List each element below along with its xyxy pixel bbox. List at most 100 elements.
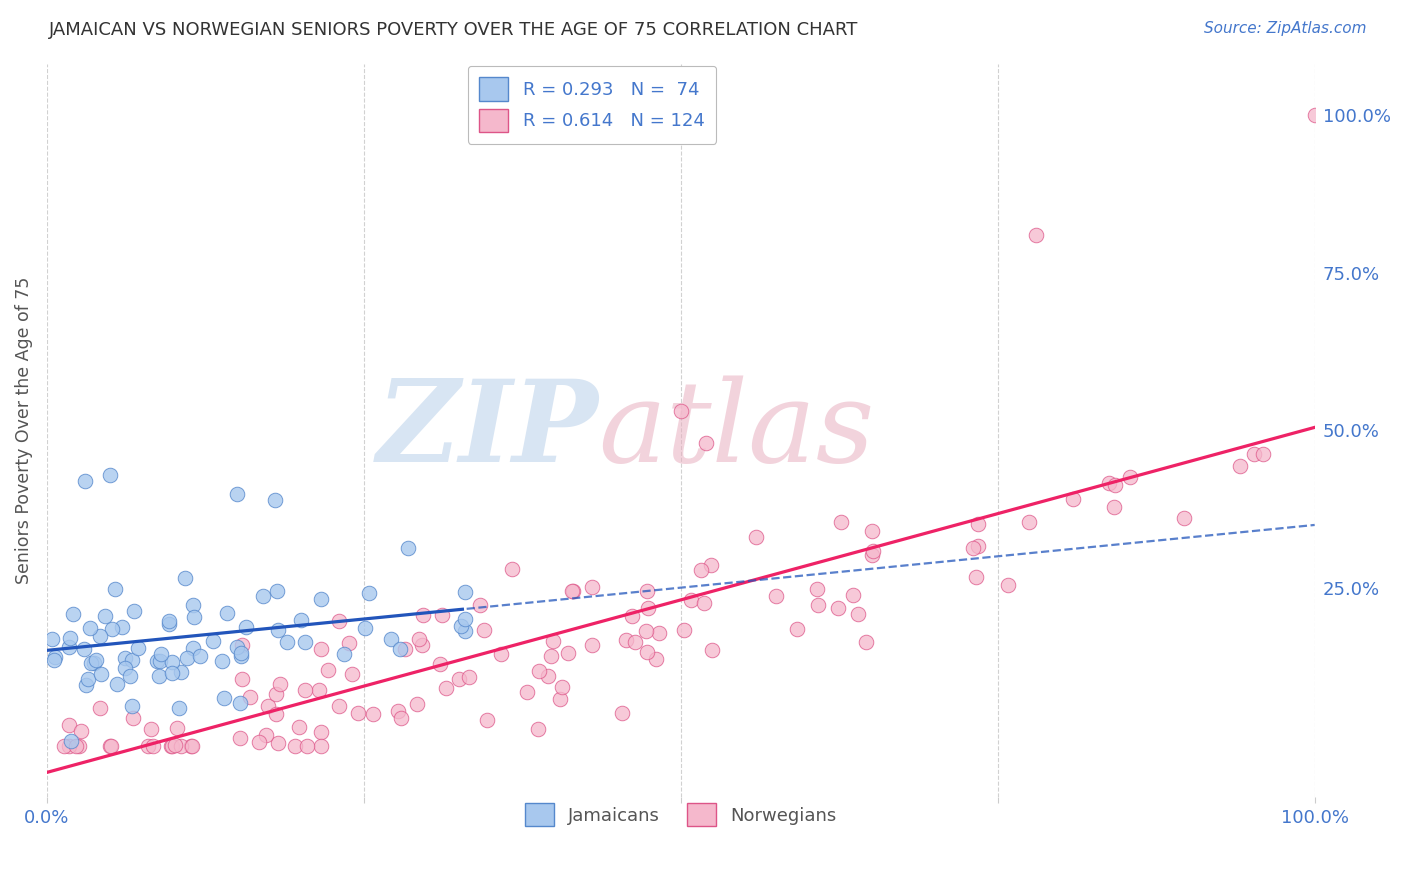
Point	[166, 721, 188, 735]
Point	[89, 701, 111, 715]
Point	[80, 656, 103, 670]
Point	[264, 707, 287, 722]
Point	[997, 578, 1019, 592]
Point	[90, 667, 112, 681]
Point	[229, 731, 252, 745]
Legend: Jamaicans, Norwegians: Jamaicans, Norwegians	[516, 794, 846, 836]
Point	[83, 656, 105, 670]
Point	[765, 590, 787, 604]
Point	[69, 723, 91, 738]
Point	[1173, 510, 1195, 524]
Point	[183, 598, 205, 612]
Point	[235, 620, 257, 634]
Point	[101, 622, 124, 636]
Point	[309, 641, 332, 656]
Point	[127, 641, 149, 656]
Point	[149, 647, 172, 661]
Point	[181, 641, 204, 656]
Point	[239, 690, 262, 704]
Point	[501, 562, 523, 576]
Point	[212, 690, 235, 705]
Point	[388, 642, 411, 657]
Point	[965, 570, 987, 584]
Point	[389, 711, 412, 725]
Point	[454, 612, 477, 626]
Point	[58, 640, 80, 654]
Point	[412, 607, 434, 622]
Point	[1251, 447, 1274, 461]
Point	[211, 654, 233, 668]
Point	[645, 652, 668, 666]
Point	[308, 682, 330, 697]
Point	[266, 583, 288, 598]
Point	[73, 642, 96, 657]
Point	[114, 661, 136, 675]
Point	[290, 613, 312, 627]
Text: JAMAICAN VS NORWEGIAN SENIORS POVERTY OVER THE AGE OF 75 CORRELATION CHART: JAMAICAN VS NORWEGIAN SENIORS POVERTY OV…	[49, 21, 859, 38]
Point	[447, 673, 470, 687]
Point	[807, 599, 830, 613]
Point	[173, 571, 195, 585]
Point	[411, 638, 433, 652]
Point	[841, 588, 863, 602]
Point	[472, 623, 495, 637]
Point	[328, 698, 350, 713]
Point	[267, 623, 290, 637]
Point	[160, 739, 183, 754]
Point	[58, 631, 80, 645]
Point	[1102, 500, 1125, 515]
Point	[170, 665, 193, 680]
Point	[217, 607, 239, 621]
Point	[84, 653, 107, 667]
Point	[624, 635, 647, 649]
Point	[561, 584, 583, 599]
Point	[672, 623, 695, 637]
Point	[745, 530, 768, 544]
Point	[695, 436, 717, 450]
Point	[516, 685, 538, 699]
Point	[557, 647, 579, 661]
Point	[962, 541, 984, 555]
Text: Source: ZipAtlas.com: Source: ZipAtlas.com	[1204, 21, 1367, 36]
Point	[636, 644, 658, 658]
Point	[229, 697, 252, 711]
Point	[284, 739, 307, 754]
Point	[380, 632, 402, 646]
Point	[436, 681, 458, 695]
Point	[1303, 107, 1326, 121]
Point	[157, 617, 180, 632]
Text: atlas: atlas	[599, 376, 875, 485]
Point	[328, 614, 350, 628]
Point	[139, 722, 162, 736]
Point	[58, 739, 80, 754]
Point	[79, 621, 101, 635]
Point	[846, 607, 869, 621]
Point	[136, 739, 159, 754]
Point	[1229, 458, 1251, 473]
Point	[458, 670, 481, 684]
Point	[231, 672, 253, 686]
Point	[786, 622, 808, 636]
Point	[361, 706, 384, 721]
Point	[637, 600, 659, 615]
Point	[636, 584, 658, 599]
Point	[231, 649, 253, 664]
Point	[311, 725, 333, 739]
Point	[89, 629, 111, 643]
Point	[160, 739, 183, 753]
Point	[406, 697, 429, 711]
Point	[1025, 227, 1047, 242]
Point	[1097, 475, 1119, 490]
Point	[288, 720, 311, 734]
Point	[180, 739, 202, 754]
Point	[157, 614, 180, 628]
Point	[450, 619, 472, 633]
Point	[827, 601, 849, 615]
Point	[247, 735, 270, 749]
Point	[98, 739, 121, 754]
Point	[229, 646, 252, 660]
Point	[60, 733, 83, 747]
Point	[581, 638, 603, 652]
Point	[669, 404, 692, 418]
Point	[142, 739, 165, 754]
